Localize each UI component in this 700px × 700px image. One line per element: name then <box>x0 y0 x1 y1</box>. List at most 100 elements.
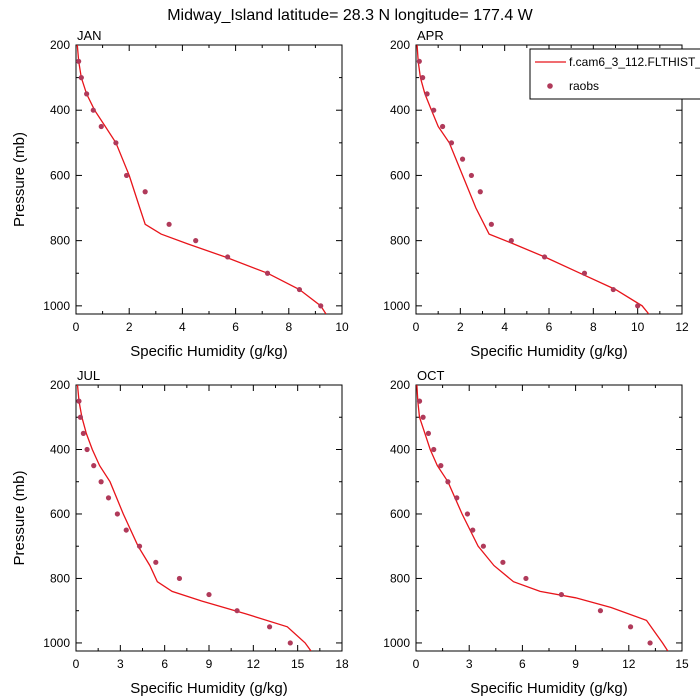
x-axis-label: Specific Humidity (g/kg) <box>470 343 628 360</box>
raobs-point <box>438 463 444 469</box>
raobs-point <box>424 91 430 97</box>
raobs-point <box>76 58 82 64</box>
plot-frame <box>75 384 343 652</box>
x-tick-label: 6 <box>161 657 168 671</box>
raobs-point <box>266 624 273 630</box>
model-series-line <box>416 385 669 651</box>
raobs-point <box>627 624 634 630</box>
y-tick-label: 200 <box>390 38 410 52</box>
model-series-line <box>416 45 650 314</box>
plot-frame <box>415 384 683 652</box>
x-tick-label: 2 <box>126 320 133 334</box>
raobs-point <box>206 591 212 598</box>
raobs-point <box>431 446 437 453</box>
legend-label-model: f.cam6_3_112.FLTHIST_v0a.ne30.dcs_non-og… <box>569 55 700 69</box>
raobs-point <box>287 640 293 646</box>
raobs-point <box>440 123 446 130</box>
x-tick-label: 6 <box>232 320 239 334</box>
raobs-point <box>234 608 240 614</box>
x-tick-label: 10 <box>335 320 349 334</box>
x-tick-label: 9 <box>572 657 579 671</box>
x-tick-label: 0 <box>413 657 420 671</box>
x-tick-label: 3 <box>466 657 473 671</box>
panel-title: OCT <box>417 368 445 383</box>
raobs-point <box>558 591 565 598</box>
legend-marker-swatch <box>547 83 553 89</box>
x-tick-label: 0 <box>73 657 80 671</box>
raobs-point <box>610 286 616 293</box>
raobs-point <box>84 446 90 453</box>
x-tick-label: 18 <box>335 657 349 671</box>
plot-area <box>76 385 312 651</box>
panel-oct: OCT 0 3 6 9 12 15 200 400 600 800 1000 Specific Humi… <box>383 368 689 697</box>
y-axis-label: Pressure (mb) <box>11 470 28 565</box>
x-tick-label: 0 <box>413 320 420 334</box>
y-tick-label: 200 <box>50 378 70 392</box>
raobs-point <box>470 527 476 533</box>
raobs-point <box>445 479 451 485</box>
y-tick-label: 400 <box>50 103 70 117</box>
raobs-point <box>105 495 112 501</box>
raobs-point <box>488 221 494 227</box>
legend: f.cam6_3_112.FLTHIST_v0a.ne30.dcs_non-og… <box>529 48 700 100</box>
x-tick-label: 6 <box>519 657 526 671</box>
panel-title: JUL <box>77 368 100 383</box>
y-tick-label: 600 <box>50 168 70 182</box>
y-tick-label: 800 <box>50 234 70 248</box>
raobs-point <box>500 559 506 565</box>
panel-title: APR <box>417 28 444 43</box>
y-tick-label: 600 <box>390 168 410 182</box>
y-tick-label: 200 <box>390 378 410 392</box>
raobs-point <box>425 430 432 436</box>
raobs-point <box>581 270 588 276</box>
raobs-point <box>193 238 199 244</box>
x-axis-label: Specific Humidity (g/kg) <box>130 343 288 360</box>
raobs-point <box>468 172 475 179</box>
y-tick-label: 200 <box>50 38 70 52</box>
raobs-point <box>416 398 423 404</box>
raobs-point <box>136 543 143 549</box>
raobs-point <box>80 430 86 436</box>
panel-title: JAN <box>77 28 102 43</box>
x-tick-label: 8 <box>590 320 597 334</box>
x-tick-label: 8 <box>285 320 292 334</box>
raobs-point <box>454 495 460 501</box>
y-tick-label: 600 <box>390 507 410 521</box>
y-tick-label: 1000 <box>383 299 410 313</box>
raobs-point <box>264 270 271 276</box>
raobs-point <box>78 75 84 81</box>
y-tick-label: 1000 <box>43 636 70 650</box>
y-tick-label: 800 <box>390 234 410 248</box>
raobs-point <box>480 543 486 549</box>
raobs-point <box>318 303 324 309</box>
plot-area <box>416 45 650 314</box>
raobs-point <box>76 398 82 404</box>
x-tick-label: 4 <box>501 320 508 334</box>
raobs-point <box>225 254 231 260</box>
raobs-point <box>541 254 548 260</box>
raobs-point <box>166 221 172 227</box>
y-tick-label: 800 <box>390 571 410 585</box>
raobs-point <box>459 156 466 162</box>
raobs-point <box>420 75 426 81</box>
x-tick-label: 3 <box>117 657 124 671</box>
plot-area <box>76 45 327 314</box>
y-tick-label: 1000 <box>43 299 70 313</box>
raobs-point <box>123 172 130 179</box>
raobs-point <box>98 479 104 485</box>
panel-jul: JUL 0 3 6 9 12 15 18 200 400 600 800 1000 Specific Hu… <box>11 368 349 697</box>
y-tick-label: 400 <box>50 442 70 456</box>
x-axis-label: Specific Humidity (g/kg) <box>470 680 628 697</box>
x-tick-label: 4 <box>179 320 186 334</box>
plot-area <box>416 385 669 651</box>
panel-jan: JAN 0 2 4 6 8 10 200 400 600 800 1000 Specific Humid… <box>11 28 349 360</box>
model-series-line <box>76 385 312 651</box>
x-tick-label: 12 <box>622 657 636 671</box>
raobs-point <box>431 107 437 113</box>
raobs-point <box>77 414 84 420</box>
raobs-point <box>647 640 653 646</box>
raobs-point <box>98 123 104 130</box>
raobs-point <box>91 463 97 469</box>
